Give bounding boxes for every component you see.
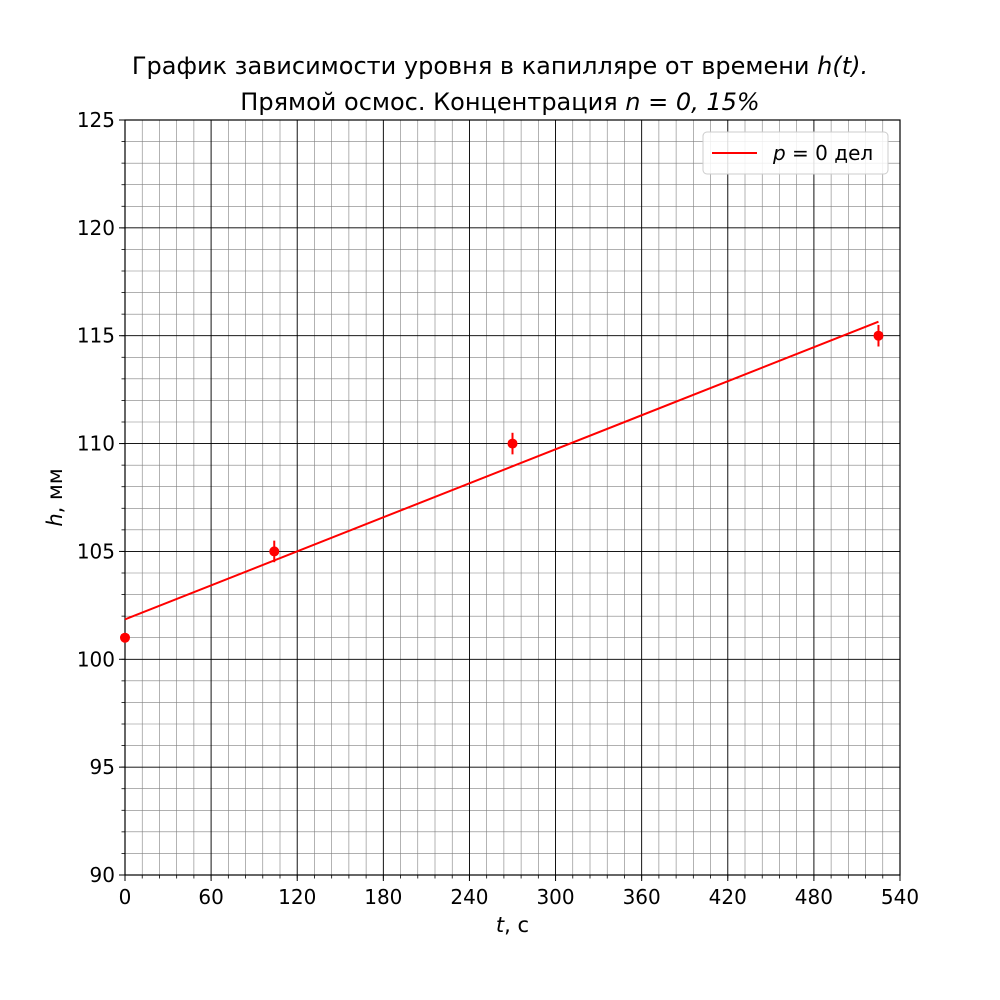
data-point xyxy=(120,632,130,643)
y-tick-label: 125 xyxy=(77,108,115,132)
y-tick-label: 100 xyxy=(77,647,115,671)
x-axis-label: t, с xyxy=(496,913,529,937)
y-tick-label: 90 xyxy=(90,863,115,887)
x-tick-label: 120 xyxy=(278,885,316,909)
legend-box xyxy=(702,131,889,175)
x-tick-label: 360 xyxy=(623,885,661,909)
chart-title-line-2: Прямой осмос. Концентрация n = 0, 15% xyxy=(0,88,1000,116)
chart-title-line-1: График зависимости уровня в капилляре от… xyxy=(0,52,1000,80)
x-tick-label: 240 xyxy=(450,885,488,909)
data-point xyxy=(269,546,280,557)
y-tick-label: 105 xyxy=(77,539,115,563)
chart-title-line-2-math: n = 0, 15% xyxy=(625,88,760,116)
chart-title-line-2-text: Прямой осмос. Концентрация xyxy=(240,88,626,116)
chart-title-line-1-math: h(t). xyxy=(817,52,869,80)
x-tick-label: 0 xyxy=(119,885,132,909)
x-tick-label: 300 xyxy=(536,885,574,909)
y-tick-label: 95 xyxy=(90,755,115,779)
x-tick-label: 180 xyxy=(364,885,402,909)
plot-frame xyxy=(124,119,901,876)
y-axis-label: h, мм xyxy=(43,468,67,526)
legend-label: p = 0 дел xyxy=(772,141,873,165)
data-point xyxy=(873,330,884,341)
data-point xyxy=(507,438,518,449)
fit-line xyxy=(124,320,879,621)
x-tick-label: 540 xyxy=(881,885,919,909)
x-tick-label: 420 xyxy=(709,885,747,909)
x-tick-label: 480 xyxy=(795,885,833,909)
y-tick-label: 120 xyxy=(77,216,115,240)
chart-title-line-1-text: График зависимости уровня в капилляре от… xyxy=(131,52,818,80)
x-tick-label: 60 xyxy=(198,885,223,909)
y-tick-label: 115 xyxy=(77,324,115,348)
y-tick-label: 110 xyxy=(77,432,115,456)
